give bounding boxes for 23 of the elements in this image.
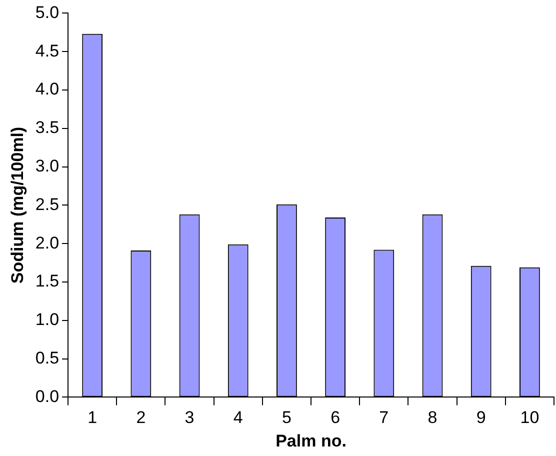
y-tick-label: 0.0 (35, 386, 60, 406)
x-tick-label: 10 (520, 408, 540, 428)
y-tick-label: 5.0 (35, 2, 60, 22)
y-tick-label: 3.5 (35, 118, 60, 138)
x-tick-label: 8 (428, 408, 438, 428)
y-tick-label: 2.5 (35, 194, 60, 214)
y-tick-label: 1.0 (35, 310, 60, 330)
x-tick-label: 2 (136, 408, 146, 428)
x-axis-title: Palm no. (276, 431, 346, 450)
x-tick-label: 3 (184, 408, 194, 428)
x-tick-label: 4 (233, 408, 243, 428)
y-tick-label: 4.5 (35, 41, 60, 60)
x-tick-label: 9 (476, 408, 486, 428)
y-tick-label: 3.0 (35, 156, 60, 176)
y-tick-label: 4.0 (35, 80, 60, 99)
x-tick-label: 1 (88, 408, 98, 428)
y-tick-label: 1.5 (35, 272, 60, 291)
y-tick-label: 0.5 (35, 348, 60, 368)
y-axis-title: Sodium (mg/100ml) (8, 126, 27, 284)
y-tick-label: 2.0 (35, 233, 60, 252)
x-tick-label: 5 (282, 408, 292, 428)
x-tick-label: 6 (330, 408, 340, 428)
x-tick-label: 7 (379, 408, 389, 428)
